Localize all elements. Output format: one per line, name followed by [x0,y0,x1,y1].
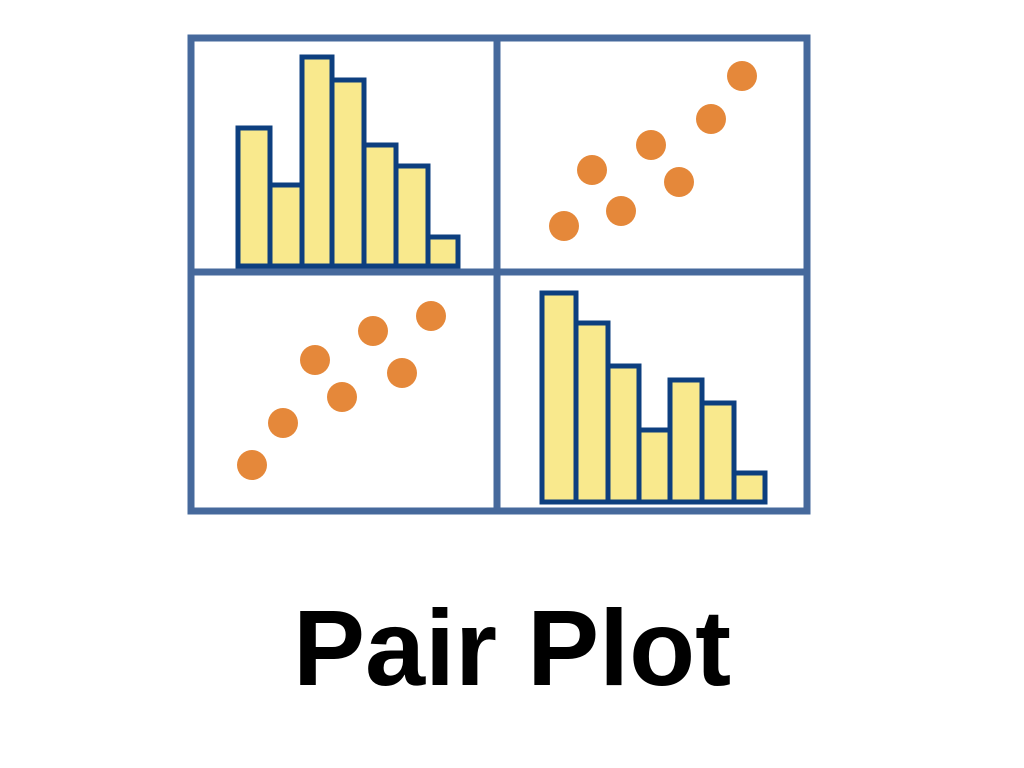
dot [696,104,726,134]
dot [300,345,330,375]
bar [299,54,335,269]
bar [573,320,611,505]
dot [358,316,388,346]
bar [361,142,399,269]
bar [731,470,768,505]
bottom-right-histogram [539,290,768,505]
dot [636,130,666,160]
bar [393,163,431,269]
bottom-left-scatter [237,301,446,480]
dot [268,408,298,438]
dot [549,211,579,241]
grid-frame [187,34,811,515]
dot [327,382,357,412]
title: Pair Plot [293,587,731,708]
bar [267,182,305,269]
bar [329,77,367,269]
bar [425,234,461,269]
bar [667,377,705,505]
dot [606,196,636,226]
dot [664,167,694,197]
bar [605,363,642,505]
dot [416,301,446,331]
dot [237,450,267,480]
dot [727,61,757,91]
bar [539,290,579,505]
top-right-scatter [549,61,757,241]
top-left-histogram [235,54,461,269]
bar [699,400,737,505]
bar [235,125,273,269]
dot [387,358,417,388]
bar [636,427,673,505]
dot [577,155,607,185]
